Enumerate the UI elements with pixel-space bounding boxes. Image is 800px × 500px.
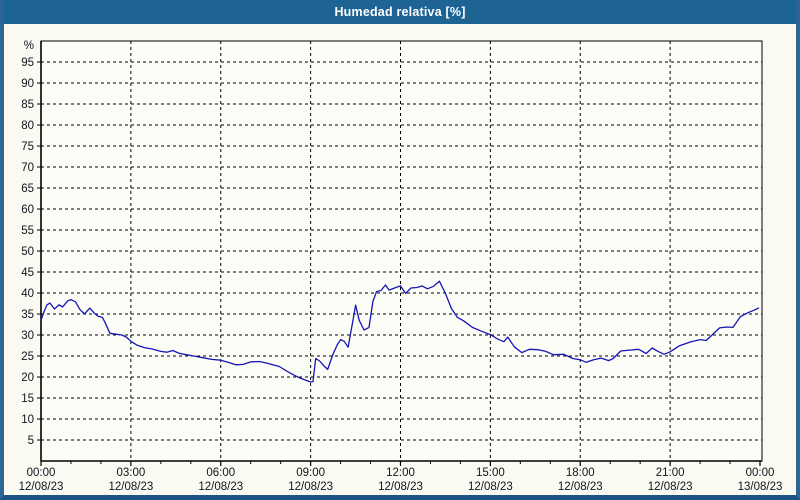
y-tick-label: 40 xyxy=(21,288,34,300)
y-tick-label: 80 xyxy=(21,120,34,132)
x-tick-date-label: 12/08/23 xyxy=(558,481,603,493)
y-tick-label: 35 xyxy=(21,309,34,321)
y-tick-label: 25 xyxy=(21,351,34,363)
y-tick-label: 50 xyxy=(21,246,34,258)
x-tick-date-label: 12/08/23 xyxy=(108,481,153,493)
x-tick-time-label: 00:00 xyxy=(27,467,56,479)
x-tick-time-label: 00:00 xyxy=(746,467,775,479)
y-tick-label: 10 xyxy=(21,414,34,426)
x-tick-date-label: 12/08/23 xyxy=(648,481,693,493)
y-tick-label: 30 xyxy=(21,330,34,342)
x-tick-time-label: 18:00 xyxy=(566,467,595,479)
y-tick-label: 75 xyxy=(21,141,34,153)
y-tick-label: 90 xyxy=(21,78,34,90)
x-tick-date-label: 12/08/23 xyxy=(288,481,333,493)
x-tick-time-label: 12:00 xyxy=(386,467,415,479)
y-tick-label: 45 xyxy=(21,267,34,279)
y-tick-label: 65 xyxy=(21,183,34,195)
y-axis-unit-label: % xyxy=(24,40,34,52)
y-tick-label: 60 xyxy=(21,204,34,216)
y-tick-label: 5 xyxy=(28,435,34,447)
y-tick-label: 15 xyxy=(21,393,34,405)
window-title: Humedad relativa [%] xyxy=(334,5,466,19)
x-tick-time-label: 03:00 xyxy=(116,467,145,479)
x-tick-date-label: 12/08/23 xyxy=(19,481,64,493)
x-tick-time-label: 09:00 xyxy=(296,467,325,479)
y-tick-label: 20 xyxy=(21,372,34,384)
x-tick-date-label: 12/08/23 xyxy=(198,481,243,493)
x-tick-time-label: 15:00 xyxy=(476,467,505,479)
window-titlebar: Humedad relativa [%] xyxy=(0,0,800,24)
x-tick-time-label: 21:00 xyxy=(656,467,685,479)
y-tick-label: 70 xyxy=(21,162,34,174)
y-tick-label: 55 xyxy=(21,225,34,237)
y-tick-label: 85 xyxy=(21,99,34,111)
x-tick-date-label: 13/08/23 xyxy=(738,481,783,493)
x-tick-time-label: 06:00 xyxy=(206,467,235,479)
x-tick-date-label: 12/08/23 xyxy=(378,481,423,493)
x-tick-date-label: 12/08/23 xyxy=(468,481,513,493)
humidity-line xyxy=(40,280,760,383)
y-tick-label: 95 xyxy=(21,57,34,69)
